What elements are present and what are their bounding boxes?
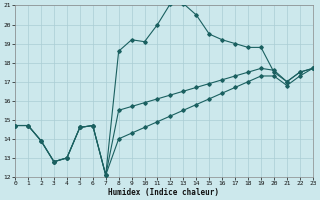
X-axis label: Humidex (Indice chaleur): Humidex (Indice chaleur) bbox=[108, 188, 220, 197]
